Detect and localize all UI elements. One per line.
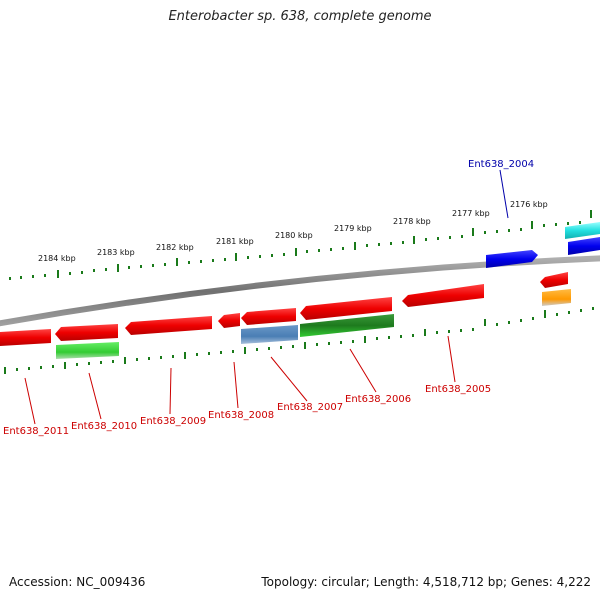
scale-label-2181: 2181 kbp <box>216 237 254 246</box>
accession-text: Accession: NC_009436 <box>9 575 146 589</box>
scale-label-2178: 2178 kbp <box>393 217 431 226</box>
label-leaders <box>24 169 509 425</box>
scale-label-2182: 2182 kbp <box>156 243 194 252</box>
gene-ent638-2005[interactable] <box>402 284 484 307</box>
inner-scale <box>4 307 594 374</box>
gene-ent638-2007[interactable] <box>300 297 392 320</box>
scale-label-2177: 2177 kbp <box>452 209 490 218</box>
forward-features <box>486 222 600 268</box>
scale-label-2183: 2183 kbp <box>97 248 135 257</box>
gene-ent638-2010[interactable] <box>55 324 118 341</box>
gene-label-2008: Ent638_2008 <box>208 410 274 421</box>
gene-ent638-2008-small[interactable] <box>218 313 240 328</box>
gene-orange-feature[interactable] <box>542 289 571 306</box>
scale-label-2179: 2179 kbp <box>334 224 372 233</box>
gene-ent638-2007-green[interactable] <box>300 314 394 337</box>
scale-label-2180: 2180 kbp <box>275 231 313 240</box>
outer-scale <box>9 210 592 280</box>
gene-label-2010: Ent638_2010 <box>71 421 137 432</box>
gene-ent638-2008-steel[interactable] <box>241 325 298 344</box>
reverse-features <box>0 272 571 359</box>
gene-label-2004: Ent638_2004 <box>468 159 534 170</box>
gene-label-2005: Ent638_2005 <box>425 384 491 395</box>
genome-backbone <box>0 255 600 327</box>
scale-label-2176: 2176 kbp <box>510 200 548 209</box>
gene-ent638-2008[interactable] <box>241 308 296 325</box>
gene-ent638-2011[interactable] <box>0 329 51 346</box>
gene-ent638-2010-green[interactable] <box>56 342 119 359</box>
gene-ent638-2009[interactable] <box>125 316 212 335</box>
gene-label-2011: Ent638_2011 <box>3 426 69 437</box>
topology-text: Topology: circular; Length: 4,518,712 bp… <box>261 575 591 589</box>
gene-label-2009: Ent638_2009 <box>140 416 206 427</box>
gene-label-2006: Ent638_2006 <box>345 394 411 405</box>
gene-ent638-2004[interactable] <box>486 250 538 268</box>
gene-blue-feature-right[interactable] <box>568 237 600 255</box>
gene-cyan-feature[interactable] <box>565 222 600 239</box>
gene-label-2007: Ent638_2007 <box>277 402 343 413</box>
scale-label-2184: 2184 kbp <box>38 254 76 263</box>
map-title: Enterobacter sp. 638, complete genome <box>168 9 432 24</box>
gene-red-small-right[interactable] <box>540 272 568 288</box>
